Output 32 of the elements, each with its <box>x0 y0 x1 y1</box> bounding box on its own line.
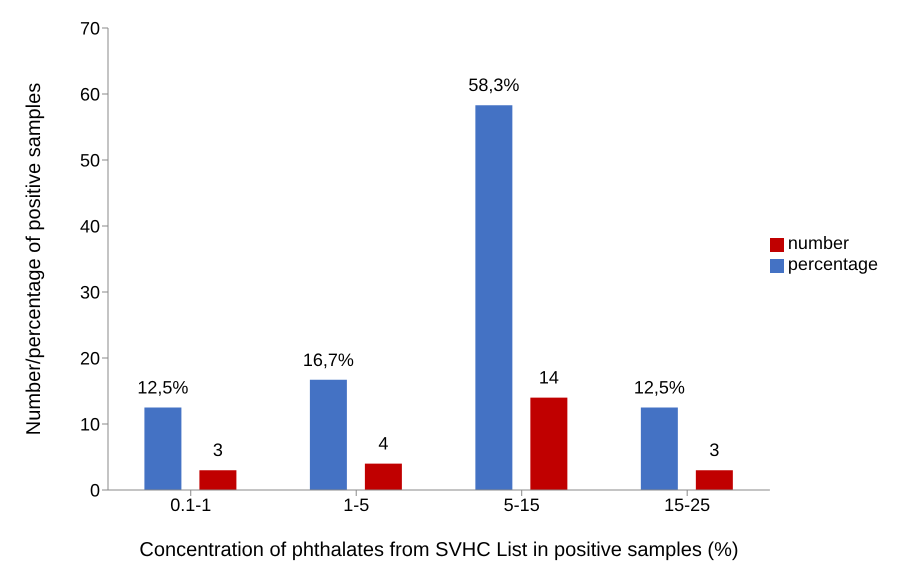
x-tick-label: 0.1-1 <box>170 494 212 515</box>
data-label: 12,5% <box>634 378 685 398</box>
data-label: 3 <box>212 440 223 460</box>
data-label: 16,7% <box>302 350 354 370</box>
legend-label: percentage <box>788 254 878 274</box>
x-tick-label: 1-5 <box>343 494 370 515</box>
y-tick-label: 60 <box>80 84 100 104</box>
data-label: 14 <box>538 368 559 388</box>
data-label: 12,5% <box>137 378 188 398</box>
y-tick-label: 70 <box>80 18 100 38</box>
data-label: 58,3% <box>468 75 520 96</box>
y-tick-label: 10 <box>80 414 100 434</box>
y-tick-label: 40 <box>80 216 100 236</box>
x-tick-label: 15-25 <box>664 494 710 515</box>
bar <box>199 470 236 490</box>
legend-label: number <box>788 233 849 253</box>
bar <box>640 408 678 490</box>
x-axis-title: Concentration of phthalates from SVHC List in positive samples (%) <box>139 539 739 562</box>
y-tick-label: 50 <box>80 150 100 170</box>
bar <box>310 380 347 490</box>
bar <box>696 470 733 490</box>
y-tick-label: 30 <box>80 282 100 302</box>
data-label: 4 <box>378 434 388 454</box>
data-label: 3 <box>709 440 720 460</box>
x-tick-label: 5-15 <box>504 494 540 515</box>
bar <box>364 464 402 490</box>
bar <box>530 398 568 490</box>
bar <box>144 408 182 490</box>
y-tick-label: 0 <box>90 480 100 500</box>
bar <box>475 105 512 490</box>
y-tick-label: 20 <box>80 348 100 368</box>
y-axis-title: Number/percentage of positive samples <box>23 82 46 436</box>
